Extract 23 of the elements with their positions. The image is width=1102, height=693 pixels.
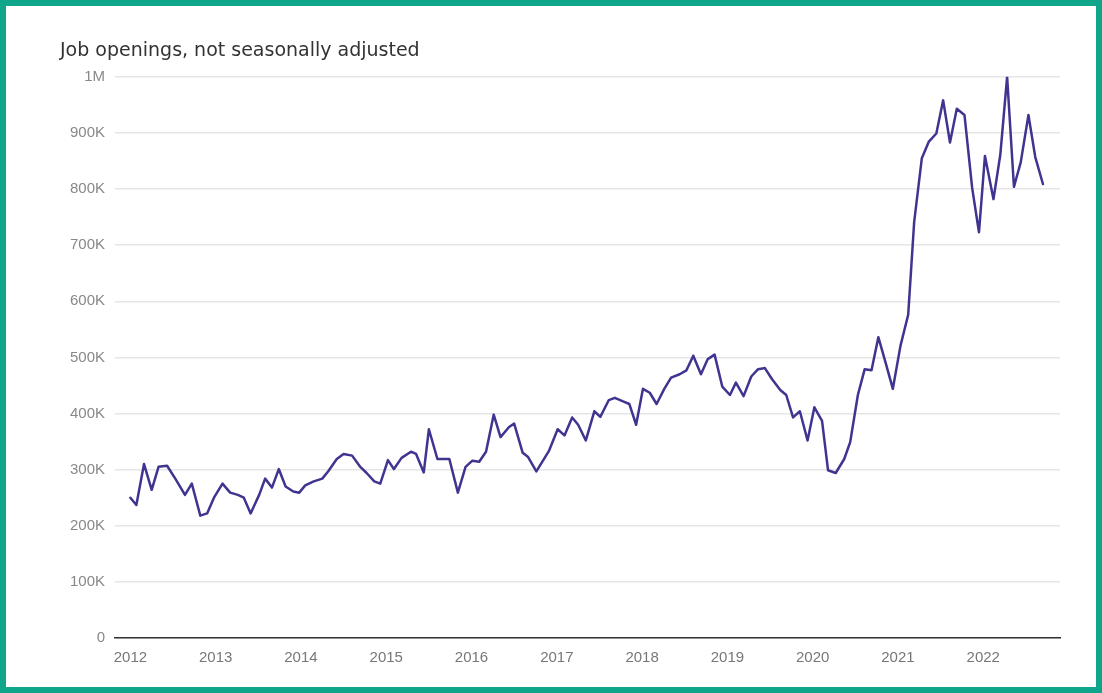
y-tick-label: 900K <box>69 123 106 141</box>
x-tick-label: 2020 <box>795 648 830 666</box>
y-tick-label: 100K <box>69 572 106 590</box>
x-tick-label: 2012 <box>113 648 148 666</box>
y-tick-label: 1M <box>84 66 106 84</box>
y-tick-label: 200K <box>69 515 106 533</box>
x-tick-label: 2018 <box>625 648 659 666</box>
x-tick-label: 2014 <box>284 648 318 666</box>
x-tick-label: 2022 <box>966 648 1000 666</box>
chart-title: Job openings, not seasonally adjusted <box>59 38 420 61</box>
x-tick-label: 2015 <box>369 648 403 666</box>
y-tick-label: 800K <box>69 179 106 197</box>
y-tick-label: 600K <box>69 291 106 309</box>
x-tick-label: 2013 <box>198 648 233 666</box>
x-tick-label: 2021 <box>881 648 915 666</box>
y-tick-label: 400K <box>69 403 106 421</box>
y-tick-label: 700K <box>69 235 106 253</box>
x-tick-label: 2016 <box>454 648 489 666</box>
y-tick-label: 500K <box>69 347 106 365</box>
x-tick-label: 2017 <box>540 648 574 666</box>
y-tick-label: 300K <box>69 459 106 477</box>
x-tick-label: 2019 <box>710 648 745 666</box>
y-tick-label: 0 <box>96 628 106 646</box>
